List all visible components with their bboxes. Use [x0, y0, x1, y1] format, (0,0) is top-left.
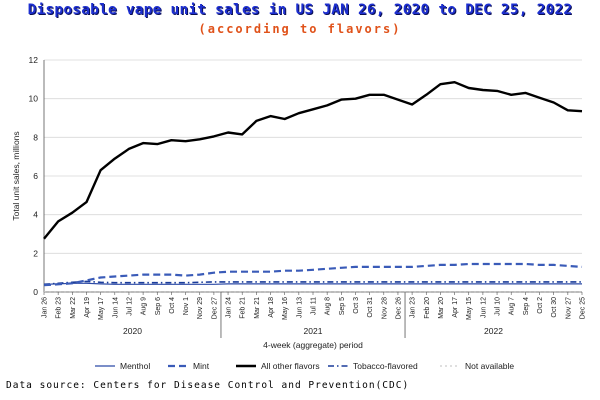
x-tick-label: Aug 9	[141, 297, 148, 315]
x-tick-label: Oct 2	[537, 297, 544, 314]
x-tick-label: Jul 11	[311, 297, 318, 315]
x-axis-label: 4-week (aggregate) period	[263, 340, 363, 350]
chart-title: Disposable vape unit sales in US JAN 26,…	[27, 2, 573, 18]
x-tick-label: May 15	[466, 297, 473, 320]
legend-label-menthol: Menthol	[120, 361, 150, 371]
x-tick-label: Jan 26	[42, 297, 49, 318]
x-tick-label: Mar 21	[254, 297, 261, 319]
x-tick-label: May 16	[282, 297, 289, 320]
x-tick-label: Oct 3	[353, 297, 360, 314]
series-line-mint	[43, 262, 583, 287]
x-tick-label: Nov 27	[565, 297, 572, 319]
year-label: 2022	[484, 326, 503, 336]
series-line-menthol	[43, 282, 582, 285]
x-tick-label: Jun 14	[112, 297, 119, 318]
x-tick-label: Jul 12	[126, 297, 133, 316]
legend-label-all-other-flavors: All other flavors	[261, 361, 320, 371]
x-tick-label: Jul 10	[495, 297, 502, 316]
x-tick-label: Nov 28	[381, 297, 388, 319]
x-tick-label: Jan 23	[410, 297, 417, 318]
x-tick-label: Sep 4	[523, 297, 530, 315]
x-tick-label: Dec 27	[211, 297, 218, 319]
y-tick-label: 4	[33, 210, 38, 220]
series-line-tobacco-flavored	[43, 280, 582, 286]
y-tick-label: 6	[33, 171, 38, 181]
x-tick-label: Aug 8	[325, 297, 332, 315]
x-tick-label: Feb 23	[56, 297, 63, 319]
x-tick-label: Jan 24	[226, 297, 233, 318]
x-tick-label: Aug 7	[509, 297, 516, 315]
x-tick-label: Sep 6	[155, 297, 162, 315]
y-tick-label: 2	[33, 248, 38, 258]
y-tick-label: 8	[33, 132, 38, 142]
x-tick-label: Oct 30	[551, 297, 558, 318]
legend-label-tobacco-flavored: Tobacco-flavored	[353, 361, 418, 371]
data-source-note: Data source: Centers for Disease Control…	[6, 380, 410, 391]
legend-label-mint: Mint	[193, 361, 210, 371]
chart-subtitle: (according to flavors)	[198, 22, 402, 36]
x-tick-label: Apr 19	[84, 297, 91, 318]
year-label: 2021	[304, 326, 323, 336]
x-tick-label: Jun 13	[296, 297, 303, 318]
y-tick-label: 0	[33, 287, 38, 297]
y-tick-label: 12	[29, 55, 39, 65]
x-tick-label: Apr 18	[268, 297, 275, 318]
x-tick-label: Feb 20	[424, 297, 431, 319]
x-tick-label: Dec 26	[395, 297, 402, 319]
x-tick-label: Oct 4	[169, 297, 176, 314]
series-line-all-other-flavors	[43, 80, 583, 240]
year-label: 2020	[123, 326, 142, 336]
y-axis-label: Total unit sales, millions	[11, 131, 21, 220]
x-tick-label: Feb 21	[240, 297, 247, 319]
legend-label-not-available: Not available	[465, 361, 514, 371]
x-tick-label: Dec 25	[580, 297, 587, 319]
x-tick-label: Mar 22	[70, 297, 77, 319]
x-tick-label: Sep 5	[339, 297, 346, 315]
x-tick-label: Jun 12	[480, 297, 487, 318]
x-tick-label: Nov 1	[183, 297, 190, 315]
x-tick-label: Oct 31	[367, 297, 374, 318]
x-tick-label: Apr 17	[452, 297, 459, 318]
x-tick-label: May 17	[98, 297, 105, 320]
y-tick-label: 10	[29, 94, 39, 104]
line-chart: 0 2 4 6 8 10 12 Total unit sales, millions Jan 2…	[11, 55, 587, 371]
x-tick-label: Nov 29	[197, 297, 204, 319]
x-tick-label: Mar 20	[438, 297, 445, 319]
